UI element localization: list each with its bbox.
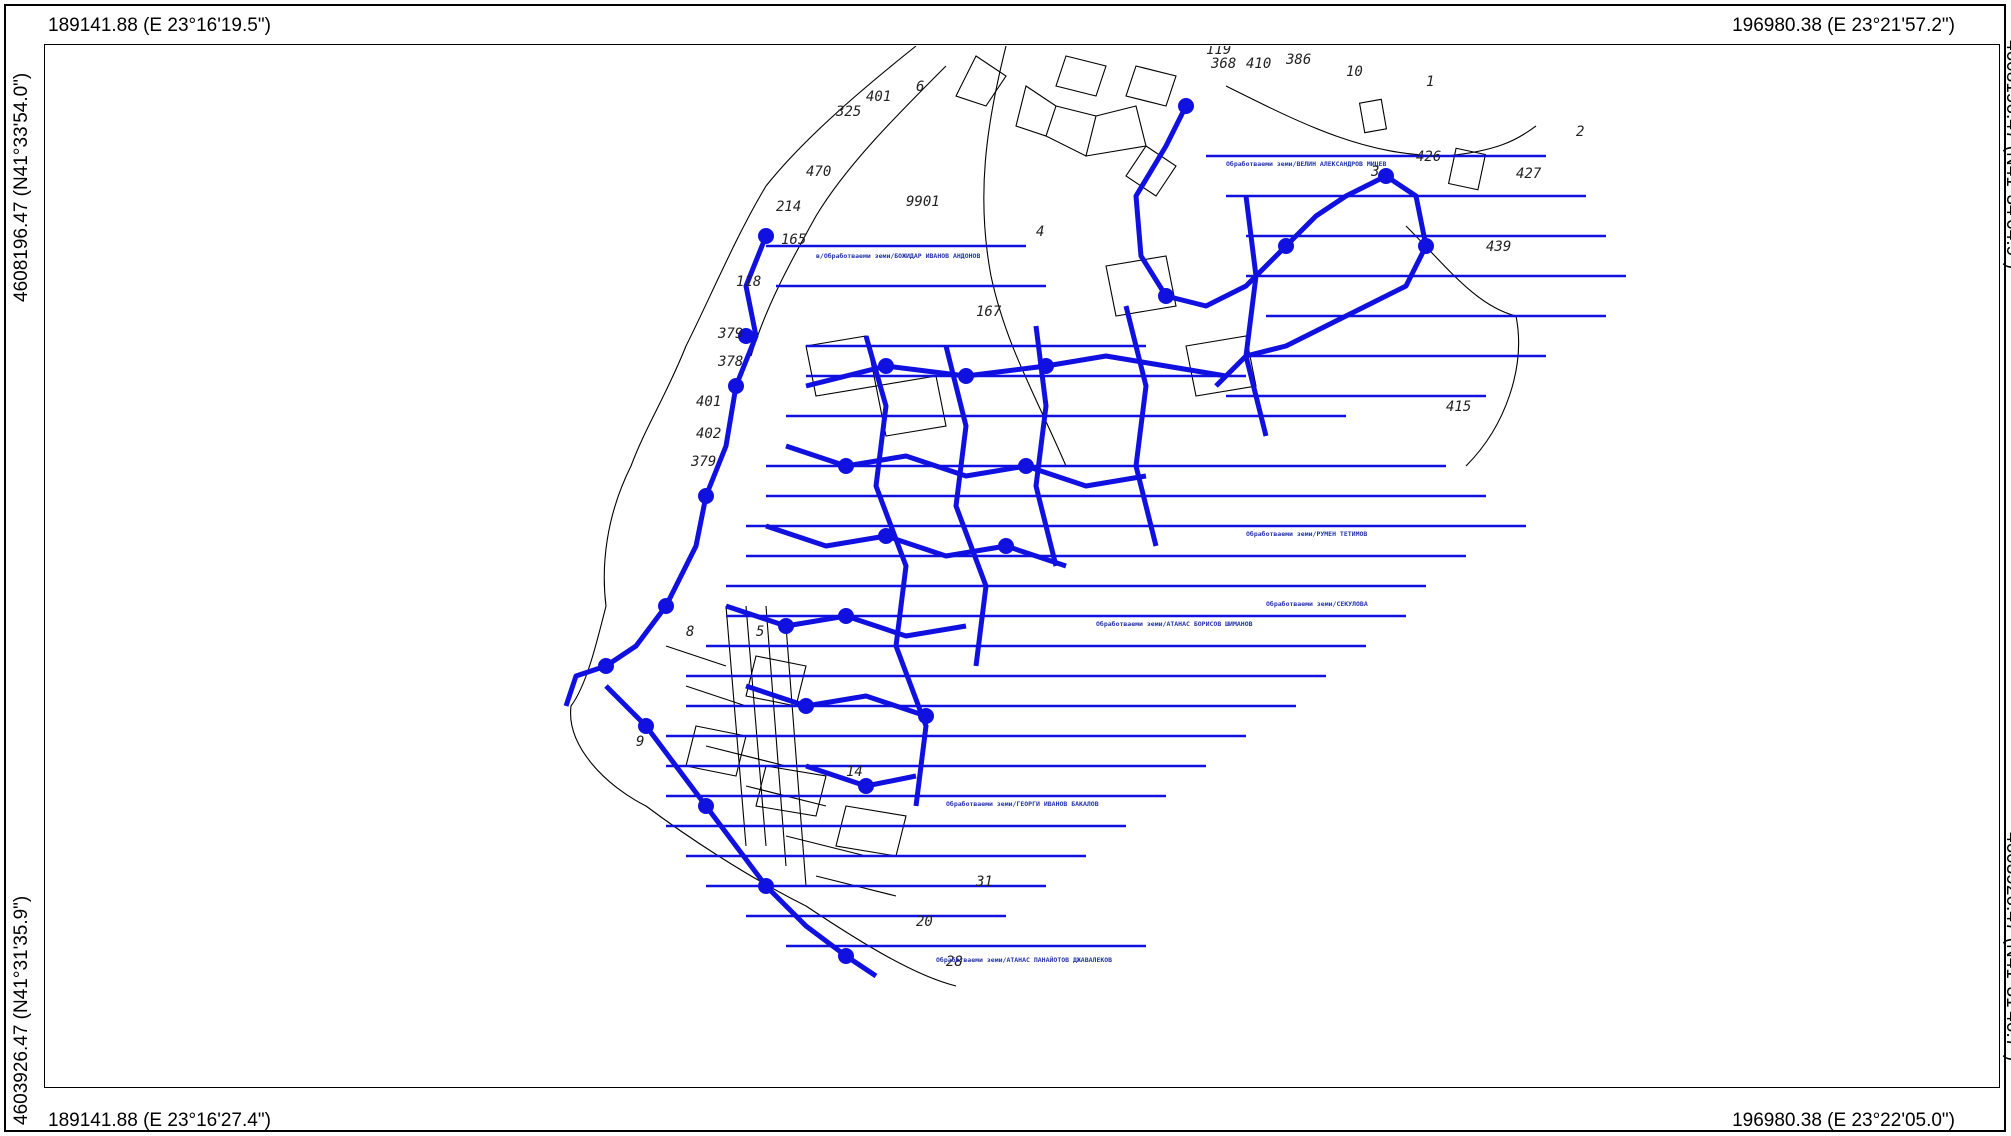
parcel-number: 14 xyxy=(846,764,863,780)
parcel-number: 165 xyxy=(781,232,806,248)
parcels-grid-c xyxy=(805,255,1257,437)
side-label-right-bottom: 4603926.47 (N41°31'46.7") xyxy=(2002,832,2011,1062)
parcel-number: 6 xyxy=(916,79,924,95)
owner-label: Обработваеми земи/ГЕОРГИ ИВАНОВ БАКАЛОВ xyxy=(946,800,1099,808)
overlay-interior-1 xyxy=(805,353,1227,389)
map-viewport[interactable] xyxy=(44,44,2000,1088)
side-label-left-top: 4608196.47 (N41°33'54.0") xyxy=(11,72,32,302)
parcel-number: 9901 xyxy=(906,194,940,210)
corner-label-top-right: 196980.38 (E 23°21'57.2") xyxy=(1732,15,1955,36)
coastline-inner xyxy=(750,65,947,357)
parcel-number: 325 xyxy=(835,104,861,120)
parcel-number-labels: 9901 165 167 118 379 378 401 402 379 470… xyxy=(636,46,1584,970)
corner-label-top-left: 189141.88 (E 23°16'19.5") xyxy=(48,15,271,36)
owner-label: Обработваеми земи/АТАНАС БОРИСОВ ШИМАНОВ xyxy=(1096,620,1253,628)
parcel-number: 10 xyxy=(1346,64,1363,80)
parcel-number: 9 xyxy=(636,734,644,750)
parcels-grid-a xyxy=(1015,85,1177,197)
owner-label: Обработваеми земи/РУМЕН ТЕТИМОВ xyxy=(1246,530,1367,538)
cadastral-map[interactable]: 9901 165 167 118 379 378 401 402 379 470… xyxy=(46,46,1998,1086)
parcel-number: 167 xyxy=(976,304,1002,320)
overlay-interior-3 xyxy=(765,523,1067,569)
parcel-number: 401 xyxy=(866,89,891,105)
owner-labels: в/Обработваеми земи/БОЖИДАР ИВАНОВ АНДОН… xyxy=(816,160,1387,964)
shoreline-east xyxy=(1405,225,1520,467)
parcel-number: 426 xyxy=(1416,149,1441,165)
parcel-number: 31 xyxy=(975,874,993,890)
parcel-number: 401 xyxy=(696,394,721,410)
owner-label: в/Обработваеми земи/БОЖИДАР ИВАНОВ АНДОН… xyxy=(816,252,980,260)
parcel-number: 439 xyxy=(1486,239,1511,255)
parcel-number: 2 xyxy=(1576,124,1584,140)
corner-label-bottom-right: 196980.38 (E 23°22'05.0") xyxy=(1732,1110,1955,1131)
parcel-number: 118 xyxy=(736,274,761,290)
parcel-number: 378 xyxy=(717,354,743,370)
owner-label: Обработваеми земи/СЕКУЛОВА xyxy=(1266,600,1368,608)
map-frame xyxy=(4,4,2006,1132)
parcel-number: 368 xyxy=(1210,56,1236,72)
parcel-number: 410 xyxy=(1246,56,1271,72)
owner-label: Обработваеми земи/АТАНАС ПАНАЙОТОВ ДЖАВА… xyxy=(936,955,1112,964)
parcel-number: 3 xyxy=(1370,164,1379,180)
overlay-vertices xyxy=(598,98,1434,964)
parcel-number: 402 xyxy=(696,426,721,442)
overlay-west-edge xyxy=(563,235,769,707)
parcel-number: 379 xyxy=(690,454,716,470)
parcel-number: 379 xyxy=(717,326,743,342)
parcel-number: 427 xyxy=(1516,166,1542,182)
parcel-number: 214 xyxy=(776,199,801,215)
shoreline-north xyxy=(1225,85,1537,157)
parcel-number: 28 xyxy=(946,954,963,970)
parcel-number: 1 xyxy=(1426,74,1434,90)
parcel-number: 386 xyxy=(1285,52,1311,68)
parcel-number: 20 xyxy=(916,914,933,930)
parcel-number: 5 xyxy=(756,624,764,640)
parcel-number: 470 xyxy=(806,164,831,180)
corner-label-bottom-left: 189141.88 (E 23°16'27.4") xyxy=(48,1110,271,1131)
parcel-number: 119 xyxy=(1206,46,1231,58)
owner-label: Обработваеми земи/ВЕЛИН АЛЕКСАНДРОВ МИЦЕ… xyxy=(1226,160,1387,168)
side-label-right-top: 4608196.47 (N41°34'04.9") xyxy=(2002,40,2011,270)
owner-leader-lines xyxy=(666,154,1626,948)
parcel-number: 4 xyxy=(1036,224,1044,240)
parcel-number: 8 xyxy=(686,624,694,640)
parcel-number: 415 xyxy=(1446,399,1471,415)
road-main xyxy=(983,46,1067,467)
side-label-left-bottom: 4603926.47 (N41°31'35.9") xyxy=(11,895,32,1125)
parcel-boundaries xyxy=(570,46,1537,987)
